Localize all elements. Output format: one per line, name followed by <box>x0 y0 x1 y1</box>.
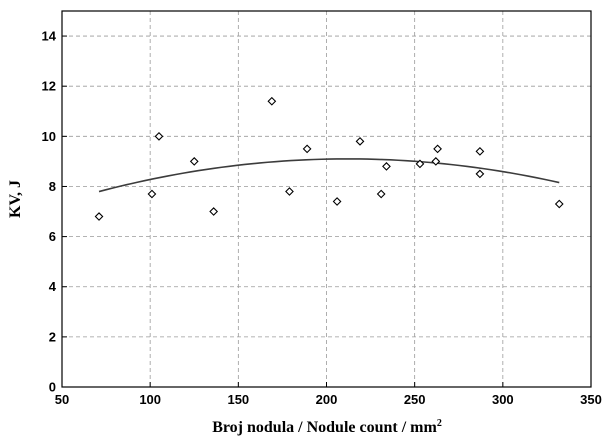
y-axis-label: KV, J <box>7 180 24 218</box>
data-point <box>433 144 442 154</box>
data-point <box>475 169 485 179</box>
data-point <box>147 189 157 199</box>
data-point <box>554 199 564 209</box>
data-point <box>267 96 277 106</box>
x-tick-label: 200 <box>316 392 338 407</box>
data-point <box>285 187 294 196</box>
data-point <box>94 212 104 221</box>
data-point <box>154 131 164 141</box>
data-point <box>431 157 441 166</box>
data-points <box>94 96 564 221</box>
x-axis-label-text: Broj nodula / Nodule count / mm <box>212 419 437 436</box>
data-point <box>332 197 342 206</box>
data-point <box>355 136 365 146</box>
data-point <box>415 159 425 169</box>
y-tick-label: 8 <box>49 179 56 194</box>
fit-curve <box>98 158 560 193</box>
x-tick-label: 50 <box>55 392 69 407</box>
x-tick-label: 350 <box>580 392 602 407</box>
data-point <box>302 144 312 154</box>
x-axis-label: Broj nodula / Nodule count / mm2 <box>212 418 442 436</box>
y-tick-label: 10 <box>42 129 56 144</box>
data-point <box>376 189 386 199</box>
y-tick-label: 2 <box>49 329 56 344</box>
data-point <box>382 162 391 171</box>
x-tick-label: 250 <box>404 392 426 407</box>
data-point <box>209 207 219 216</box>
x-tick-labels: 50 100 150 200 250 300 350 <box>55 382 602 407</box>
x-axis-label-superscript: 2 <box>437 418 442 429</box>
y-tick-label: 12 <box>42 79 56 94</box>
grid-layer <box>62 11 591 387</box>
y-tick-label: 6 <box>49 229 56 244</box>
y-tick-labels: 0 2 4 6 8 10 12 14 <box>42 29 67 395</box>
y-tick-label: 4 <box>49 279 57 294</box>
y-tick-label: 0 <box>49 380 56 395</box>
y-tick-label: 14 <box>42 29 57 44</box>
x-tick-label: 300 <box>492 392 514 407</box>
x-tick-label: 150 <box>227 392 249 407</box>
data-point <box>189 157 199 166</box>
data-point <box>475 146 485 156</box>
x-tick-label: 100 <box>139 392 161 407</box>
